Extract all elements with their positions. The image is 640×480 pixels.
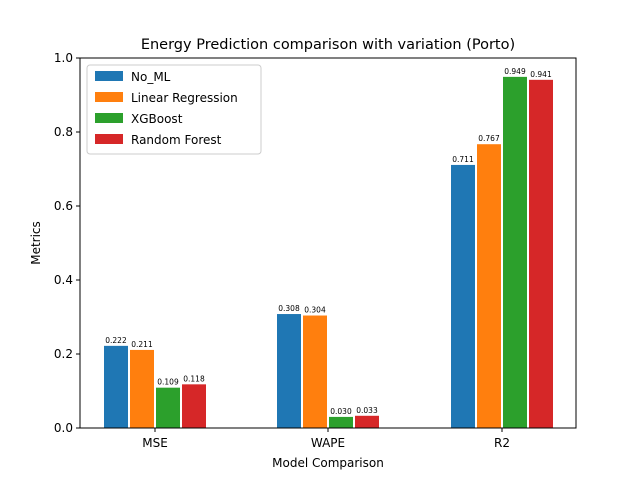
bar-no-ml-mse [104,345,128,428]
data-label: 0.109 [157,378,179,387]
bar-random-forest-mse [182,384,206,428]
bar-linear-regression-r2 [477,144,501,428]
legend-swatch [95,71,123,81]
data-label: 0.767 [478,134,500,143]
data-label: 0.118 [183,374,205,383]
bar-xgboost-mse [156,387,180,428]
bar-no-ml-r2 [451,164,475,428]
data-label: 0.033 [356,406,378,415]
legend-swatch [95,134,123,144]
bar-linear-regression-mse [130,349,154,428]
legend-box [86,64,262,155]
y-tick-label: 0.0 [54,421,73,435]
bar-no-ml-wape [277,314,301,428]
y-tick-label: 0.8 [54,125,73,139]
y-axis-label: Metrics [29,221,43,265]
axes-group: 0.0 0.2 0.4 0.6 0.8 1.0 MSE WAPE R2 [54,51,577,450]
legend-swatch [95,92,123,102]
bar-linear-regression-wape [303,315,327,428]
bars-group: 0.222 0.308 0.711 0.211 0.304 0.767 0.109 0.030… [104,67,553,429]
legend-entry: No_ML [131,70,171,84]
bar-xgboost-r2 [503,76,527,429]
x-tick-label: R2 [494,436,510,450]
y-tick-label: 0.4 [54,273,73,287]
data-label: 0.949 [504,67,526,76]
y-tick-label: 1.0 [54,51,73,65]
y-tick-label: 0.6 [54,199,73,213]
data-label: 0.304 [304,306,326,315]
data-label: 0.222 [105,336,127,345]
legend-entry: XGBoost [131,112,183,126]
legend-swatch [95,113,123,123]
data-label: 0.711 [452,155,474,164]
data-label: 0.211 [131,340,153,349]
bar-random-forest-wape [355,415,379,428]
chart-title: Energy Prediction comparison with variat… [141,37,515,53]
data-label: 0.030 [330,407,352,416]
legend: No_ML Linear Regression XGBoost Random Fore… [86,64,262,155]
bar-xgboost-wape [329,416,353,428]
x-axis-label: Model Comparison [272,456,384,470]
x-tick-label: MSE [142,436,168,450]
legend-entry: Random Forest [131,133,222,147]
bar-random-forest-r2 [529,79,553,428]
y-tick-label: 0.2 [54,347,73,361]
x-tick-label: WAPE [311,436,345,450]
data-label: 0.941 [530,70,552,79]
data-label: 0.308 [278,304,300,313]
legend-entry: Linear Regression [131,91,238,105]
